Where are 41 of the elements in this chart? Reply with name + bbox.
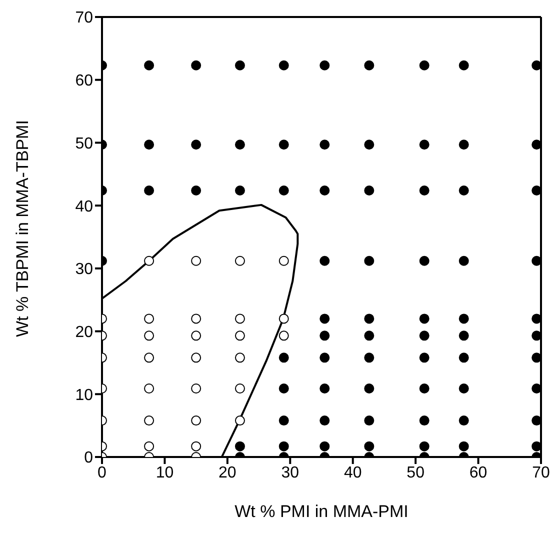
y-tick-label: 0 xyxy=(84,450,94,467)
point xyxy=(234,416,245,426)
x-tick-label: 60 xyxy=(469,464,488,482)
point xyxy=(144,314,154,324)
y-axis-title: Wt % TBPMI in MMA-TBPMI xyxy=(13,120,32,337)
point xyxy=(234,352,245,363)
point xyxy=(234,256,245,266)
x-tick-label: 10 xyxy=(156,464,174,482)
point xyxy=(144,441,154,452)
point xyxy=(191,352,202,363)
point xyxy=(191,441,202,452)
point xyxy=(144,383,154,394)
point xyxy=(278,314,289,324)
point xyxy=(234,330,245,341)
point xyxy=(191,416,202,426)
x-axis-title: Wt % PMI in MMA-PMI xyxy=(234,502,408,521)
x-tick-label: 70 xyxy=(532,464,550,482)
point xyxy=(234,383,245,394)
point xyxy=(191,330,202,341)
point xyxy=(278,330,289,341)
x-tick-label: 50 xyxy=(406,464,425,482)
y-tick-label: 40 xyxy=(75,198,94,216)
point xyxy=(191,256,202,266)
y-tick-label: 50 xyxy=(75,135,94,152)
y-tick-label: 30 xyxy=(75,261,94,278)
y-tick-label: 70 xyxy=(75,10,94,27)
y-tick-label: 10 xyxy=(75,386,94,404)
point xyxy=(278,256,289,266)
x-tick-label: 40 xyxy=(344,464,362,482)
x-tick-label: 20 xyxy=(218,464,236,482)
y-tick-label: 60 xyxy=(75,72,94,90)
point xyxy=(144,416,154,426)
x-tick-label: 30 xyxy=(281,464,300,482)
point xyxy=(144,256,154,266)
point xyxy=(144,330,154,341)
x-tick-label: 0 xyxy=(98,464,107,482)
point xyxy=(191,314,202,324)
point xyxy=(144,352,154,363)
point xyxy=(234,314,245,324)
y-tick-label: 20 xyxy=(75,324,94,341)
point xyxy=(191,383,202,394)
